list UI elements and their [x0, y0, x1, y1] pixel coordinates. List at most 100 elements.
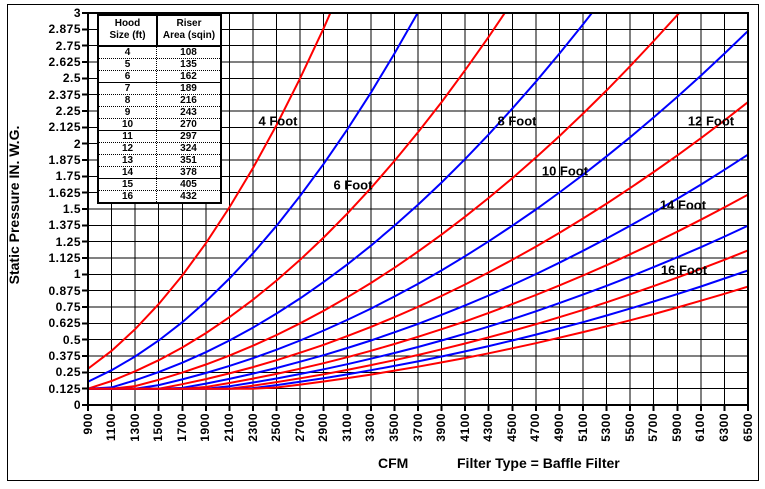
x-tick-label: 5300 — [599, 413, 614, 442]
hood-size-cell: 8 — [99, 95, 157, 106]
hood-size-cell: 6 — [99, 71, 157, 82]
x-axis-title: CFM — [378, 455, 409, 471]
filter-type-note: Filter Type = Baffle Filter — [457, 455, 620, 471]
riser-area-cell: 351 — [180, 155, 197, 166]
x-tick-label: 4500 — [504, 413, 519, 442]
x-tick-label: 2100 — [221, 413, 236, 442]
hood-size-header-line1: Hood — [114, 18, 141, 29]
y-tick-label: 2.25 — [55, 104, 81, 118]
hood-size-cell: 5 — [99, 59, 157, 70]
riser-table-row: 6 162 — [99, 71, 220, 83]
x-tick-label: 4700 — [528, 413, 543, 442]
riser-table-row: 13 351 — [99, 155, 220, 167]
riser-table-row: 7 189 — [99, 83, 220, 95]
y-tick-label: 1.5 — [62, 202, 81, 216]
hood-size-header-line2: Size (ft) — [109, 30, 146, 41]
hood-size-cell: 15 — [99, 179, 157, 190]
series-label-16-foot: 16 Foot — [660, 262, 708, 278]
axis-tick-marks — [82, 12, 749, 411]
series-label-8-foot: 8 Foot — [497, 113, 537, 129]
hood-size-cell: 14 — [99, 167, 157, 178]
x-tick-label: 3300 — [363, 413, 378, 442]
y-tick-label: 0.625 — [48, 316, 81, 331]
x-tick-label: 3700 — [410, 413, 425, 442]
series-line-8-foot — [88, 13, 681, 390]
riser-area-cell: 378 — [180, 167, 197, 178]
series-label-6-foot: 6 Foot — [333, 177, 373, 193]
riser-area-header-line2: Area (sqin) — [162, 30, 216, 41]
riser-table-row: 16 432 — [99, 191, 220, 202]
riser-table-body: 4 108 5 135 6 162 7 189 8 216 9 243 10 270 11 297 12 324 1… — [99, 47, 220, 202]
riser-area-cell: 405 — [180, 179, 197, 190]
y-tick-label: 2.375 — [48, 87, 81, 102]
y-tick-label: 1.875 — [48, 153, 81, 167]
x-tick-label: 4100 — [457, 413, 472, 442]
x-tick-label: 2900 — [316, 413, 331, 442]
riser-table: Hood Size (ft) Riser Area (sqin) 4 108 5 13… — [97, 14, 222, 204]
x-tick-label: 2500 — [269, 413, 284, 442]
y-tick-label: 0.375 — [48, 349, 81, 363]
y-tick-label: 0.125 — [48, 381, 81, 396]
hood-size-cell: 10 — [99, 119, 157, 130]
series-line-10-foot — [88, 101, 748, 390]
series-line-9-foot — [88, 30, 748, 390]
series-label-12-foot: 12 Foot — [687, 113, 735, 129]
x-tick-label: 4900 — [551, 413, 566, 442]
y-tick-label: 2.625 — [48, 55, 81, 69]
riser-table-row: 5 135 — [99, 59, 220, 71]
series-line-16-foot — [88, 285, 748, 390]
hood-size-cell: 16 — [99, 191, 157, 202]
riser-area-cell: 270 — [180, 119, 197, 130]
riser-area-header: Riser Area (sqin) — [158, 16, 220, 45]
outer-border — [7, 4, 759, 481]
x-tick-label: 5900 — [669, 413, 684, 442]
riser-area-cell: 324 — [180, 143, 197, 154]
riser-area-cell: 216 — [180, 95, 197, 106]
series-line-4-foot — [88, 13, 332, 370]
riser-table-row: 4 108 — [99, 47, 220, 59]
x-tick-label: 3500 — [386, 413, 401, 442]
x-tick-label: 5100 — [575, 413, 590, 442]
x-tick-label: 1700 — [174, 413, 189, 442]
x-tick-label: 2700 — [292, 413, 307, 442]
x-tick-label: 1100 — [104, 413, 119, 442]
series-label-14-foot: 14 Foot — [659, 197, 707, 213]
riser-table-row: 11 297 — [99, 131, 220, 143]
riser-table-row: 12 324 — [99, 143, 220, 155]
x-tick-label: 1500 — [151, 413, 166, 442]
riser-area-cell: 162 — [180, 71, 197, 82]
hood-size-cell: 4 — [99, 47, 157, 58]
x-tick-label: 900 — [80, 413, 95, 435]
riser-table-row: 9 243 — [99, 107, 220, 119]
series-line-5-foot — [88, 13, 419, 383]
y-tick-label: 0.875 — [48, 283, 81, 298]
riser-table-row: 10 270 — [99, 119, 220, 131]
x-tick-label: 1900 — [198, 413, 213, 442]
hood-size-cell: 11 — [99, 131, 157, 142]
y-tick-label: 0 — [73, 398, 81, 412]
series-line-7-foot — [88, 13, 594, 390]
riser-area-cell: 432 — [180, 191, 197, 202]
x-tick-label: 1300 — [127, 413, 142, 442]
series-label-10-foot: 10 Foot — [541, 163, 589, 179]
y-tick-label: 0.25 — [55, 365, 81, 380]
y-tick-label: 1.75 — [55, 169, 81, 184]
riser-area-cell: 189 — [180, 83, 197, 94]
riser-area-cell: 297 — [180, 131, 197, 142]
riser-area-header-line1: Riser — [176, 18, 202, 29]
y-tick-label: 3 — [73, 6, 81, 20]
y-tick-label: 1 — [73, 267, 81, 282]
x-tick-label: 6300 — [716, 413, 731, 442]
y-axis-title: Static Pressure IN. W.G. — [6, 125, 22, 285]
y-tick-label: 0.75 — [55, 300, 81, 314]
y-tick-label: 2.5 — [62, 71, 81, 86]
riser-area-cell: 243 — [180, 107, 197, 118]
riser-area-cell: 108 — [180, 47, 197, 58]
y-tick-label: 2.875 — [48, 22, 81, 37]
y-tick-label: 1.625 — [48, 185, 81, 200]
series-line-12-foot — [88, 193, 748, 390]
hood-size-header: Hood Size (ft) — [99, 16, 158, 45]
series-lines — [88, 13, 748, 390]
y-tick-label: 2.125 — [48, 120, 81, 135]
